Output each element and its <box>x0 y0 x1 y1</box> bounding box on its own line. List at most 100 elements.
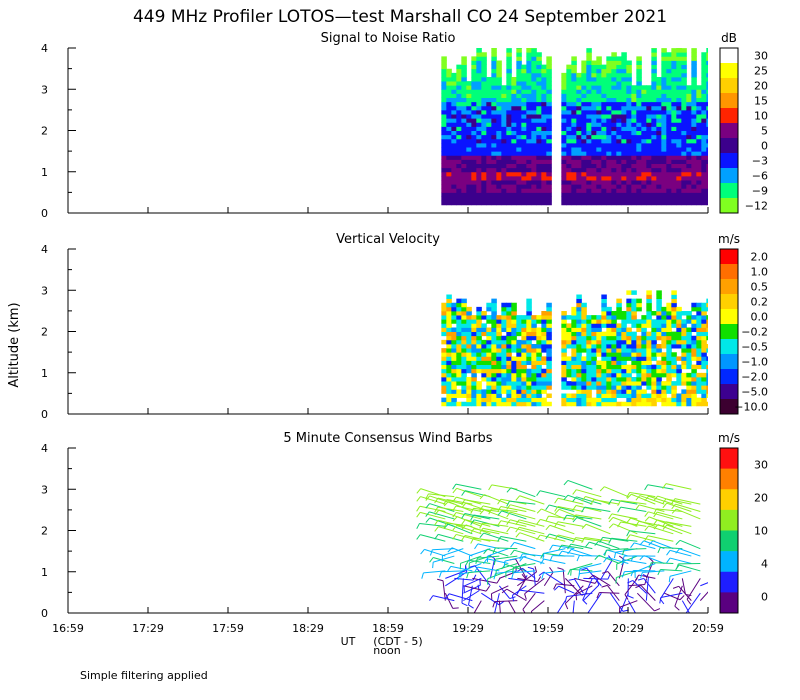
x-tick-label: 19:29 <box>452 622 484 635</box>
snr-cell <box>666 97 672 103</box>
velocity-cell <box>481 377 487 382</box>
snr-cell <box>531 72 537 78</box>
wind-barb-flag <box>576 555 580 562</box>
velocity-cell <box>521 397 527 403</box>
velocity-cell <box>606 331 612 337</box>
wind-barb-flag <box>594 540 600 546</box>
velocity-cell <box>536 397 542 403</box>
snr-cell <box>576 118 582 123</box>
snr-cell <box>681 52 687 57</box>
snr-cell <box>636 171 642 177</box>
snr-cell <box>506 126 512 131</box>
snr-cell <box>586 167 592 173</box>
wind-barb <box>442 548 464 557</box>
velocity-cell <box>461 393 467 398</box>
snr-cell <box>621 138 627 144</box>
velocity-cell <box>651 381 657 386</box>
velocity-cell <box>536 315 542 320</box>
snr-cell <box>596 126 602 131</box>
velocity-cell <box>476 339 482 345</box>
snr-cell <box>651 134 657 140</box>
snr-cell <box>576 122 582 127</box>
velocity-cell <box>596 344 602 349</box>
velocity-cell <box>671 389 677 394</box>
velocity-cell <box>491 315 497 320</box>
snr-cell <box>636 167 642 173</box>
snr-cell <box>621 163 627 169</box>
snr-cell <box>536 114 542 119</box>
snr-cell <box>641 180 647 185</box>
snr-cell <box>496 77 502 82</box>
wind-barb-flag <box>447 547 453 553</box>
velocity-cell <box>686 319 692 324</box>
snr-cell <box>571 176 577 181</box>
velocity-cell <box>566 372 572 378</box>
velocity-cell <box>641 348 647 353</box>
wind-barb-flag <box>648 562 652 569</box>
velocity-cell <box>706 298 708 304</box>
velocity-cell <box>446 298 452 304</box>
snr-cell <box>581 81 587 86</box>
velocity-cell <box>586 327 592 332</box>
snr-cell <box>506 89 512 94</box>
velocity-cell <box>496 377 502 382</box>
snr-cell <box>521 188 527 193</box>
snr-cell <box>611 143 617 148</box>
wind-barb-flag <box>644 511 649 517</box>
velocity-cell <box>481 352 487 357</box>
wind-barb-flag <box>416 534 421 540</box>
velocity-cell <box>676 331 682 337</box>
velocity-cell <box>591 368 597 374</box>
snr-cell <box>451 167 457 173</box>
velocity-cell <box>601 356 607 361</box>
snr-cell <box>446 138 452 144</box>
wind-barb-flag <box>470 519 475 525</box>
velocity-cell <box>596 327 602 332</box>
velocity-cell <box>466 327 472 332</box>
velocity-cell <box>481 360 487 365</box>
snr-cell <box>671 196 677 202</box>
velocity-cell <box>696 327 702 332</box>
velocity-cell <box>691 352 697 357</box>
wind-barb <box>519 495 545 505</box>
snr-cell <box>701 200 707 206</box>
snr-cell <box>481 56 487 61</box>
x-tick-label: 18:29 <box>292 622 324 635</box>
snr-cell <box>596 93 602 98</box>
velocity-cell <box>471 315 477 320</box>
wind-barb <box>514 541 536 550</box>
snr-cell <box>471 101 477 107</box>
wind-barb <box>468 570 491 573</box>
velocity-cell <box>676 364 682 370</box>
velocity-cell <box>671 315 677 320</box>
snr-cell <box>516 171 522 177</box>
velocity-cell <box>626 372 632 378</box>
snr-cell <box>531 114 537 119</box>
wind-barb <box>438 533 464 542</box>
snr-cell <box>691 134 697 140</box>
velocity-cell <box>471 348 477 353</box>
velocity-cell <box>591 348 597 353</box>
snr-cell <box>501 196 507 202</box>
snr-cell <box>501 163 507 169</box>
velocity-cell <box>471 339 477 345</box>
wind-barb <box>446 498 473 505</box>
snr-cell <box>496 176 502 181</box>
wind-barb-flag <box>501 588 508 594</box>
snr-cell <box>661 72 667 78</box>
velocity-cell <box>651 393 657 398</box>
snr-cell <box>701 101 707 107</box>
snr-cell <box>666 105 672 111</box>
snr-cell <box>586 138 592 144</box>
snr-cell <box>546 143 552 148</box>
snr-cell <box>581 85 587 90</box>
snr-cell <box>651 180 657 185</box>
velocity-cell <box>601 319 607 324</box>
snr-cell <box>661 130 667 136</box>
velocity-cell <box>671 372 677 378</box>
snr-cell <box>656 118 662 123</box>
wind-barb-flag <box>621 549 625 556</box>
snr-cell <box>461 60 467 65</box>
snr-cell <box>646 130 652 136</box>
snr-cell <box>696 138 702 144</box>
